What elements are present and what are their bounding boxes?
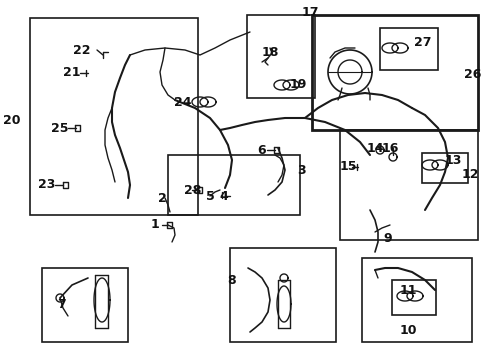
Bar bbox=[230, 248, 336, 342]
Bar bbox=[247, 15, 315, 98]
Text: 13: 13 bbox=[444, 153, 462, 166]
Text: 27: 27 bbox=[414, 36, 432, 49]
Text: 24: 24 bbox=[174, 95, 192, 108]
Text: 10: 10 bbox=[399, 324, 417, 337]
Bar bbox=[422, 153, 468, 183]
Text: 9: 9 bbox=[384, 231, 392, 244]
Text: 5: 5 bbox=[206, 189, 214, 202]
Text: 26: 26 bbox=[465, 68, 482, 81]
Bar bbox=[30, 18, 198, 215]
Text: 3: 3 bbox=[298, 163, 306, 176]
Text: 22: 22 bbox=[73, 44, 91, 57]
Text: 11: 11 bbox=[399, 284, 417, 297]
Text: 1: 1 bbox=[150, 219, 159, 231]
Text: 23: 23 bbox=[38, 179, 56, 192]
Bar bbox=[312, 15, 478, 130]
Text: 28: 28 bbox=[184, 184, 202, 197]
Text: 25: 25 bbox=[51, 122, 69, 135]
Bar bbox=[42, 268, 128, 342]
Text: 21: 21 bbox=[63, 67, 81, 80]
Text: 17: 17 bbox=[301, 5, 319, 18]
Text: 20: 20 bbox=[3, 113, 21, 126]
Bar bbox=[340, 130, 478, 240]
Text: 6: 6 bbox=[258, 144, 266, 157]
Bar bbox=[380, 28, 438, 70]
Text: 19: 19 bbox=[289, 78, 307, 91]
Text: 2: 2 bbox=[158, 192, 167, 204]
Text: 16: 16 bbox=[381, 141, 399, 154]
Text: 7: 7 bbox=[57, 298, 65, 311]
Text: 8: 8 bbox=[228, 274, 236, 287]
Bar bbox=[168, 155, 300, 215]
Bar bbox=[362, 258, 472, 342]
Text: 4: 4 bbox=[220, 189, 228, 202]
Bar bbox=[392, 280, 436, 315]
Text: 12: 12 bbox=[461, 168, 479, 181]
Text: 14: 14 bbox=[366, 141, 384, 154]
Text: 15: 15 bbox=[339, 161, 357, 174]
Text: 18: 18 bbox=[261, 45, 279, 58]
